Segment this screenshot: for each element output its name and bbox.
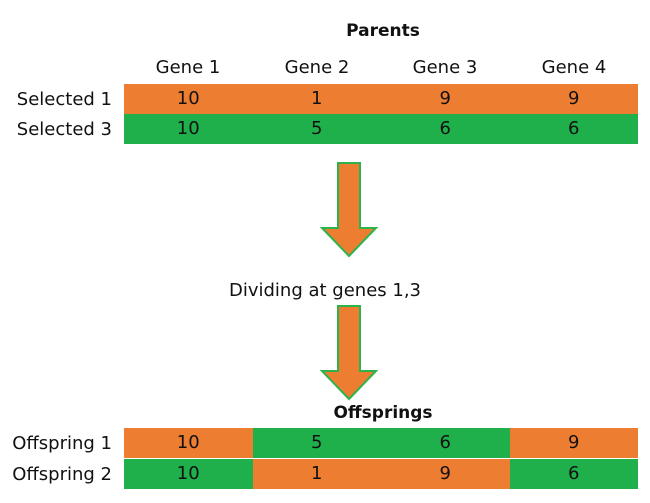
row-label-selected-3: Selected 3: [16, 119, 112, 140]
gene-header-1: Gene 1: [155, 57, 221, 78]
gene-cell: 9: [509, 428, 638, 458]
row-label-offspring-1: Offspring 1: [12, 433, 112, 454]
gene-cell: 6: [381, 114, 510, 144]
gene-cell: 6: [509, 459, 638, 489]
parents-title: Parents: [346, 21, 420, 41]
offsprings-title: Offsprings: [333, 403, 433, 423]
gene-cell: 1: [252, 459, 381, 489]
gene-cell: 9: [381, 84, 510, 114]
gene-cell: 10: [124, 459, 253, 489]
row-label-selected-1: Selected 1: [16, 89, 112, 110]
gene-cell: 9: [381, 459, 510, 489]
parent-row-selected-1: 10 1 9 9: [124, 84, 638, 114]
step-label: Dividing at genes 1,3: [228, 280, 421, 301]
row-label-offspring-2: Offspring 2: [12, 464, 112, 485]
gene-header-3: Gene 3: [412, 57, 478, 78]
gene-cell: 6: [509, 114, 638, 144]
gene-cell: 10: [124, 114, 253, 144]
gene-cell: 9: [509, 84, 638, 114]
parent-row-selected-3: 10 5 6 6: [124, 114, 638, 144]
gene-cell: 10: [124, 84, 253, 114]
gene-cell: 5: [252, 428, 381, 458]
down-arrow-icon: [320, 305, 379, 401]
gene-header-4: Gene 4: [541, 57, 607, 78]
offspring-row-1: 10 5 6 9: [124, 428, 638, 458]
gene-cell: 1: [252, 84, 381, 114]
gene-cell: 5: [252, 114, 381, 144]
gene-header-2: Gene 2: [284, 57, 350, 78]
offspring-row-2: 10 1 9 6: [124, 459, 638, 489]
down-arrow-icon: [320, 162, 379, 258]
gene-cell: 10: [124, 428, 253, 458]
gene-cell: 6: [381, 428, 510, 458]
